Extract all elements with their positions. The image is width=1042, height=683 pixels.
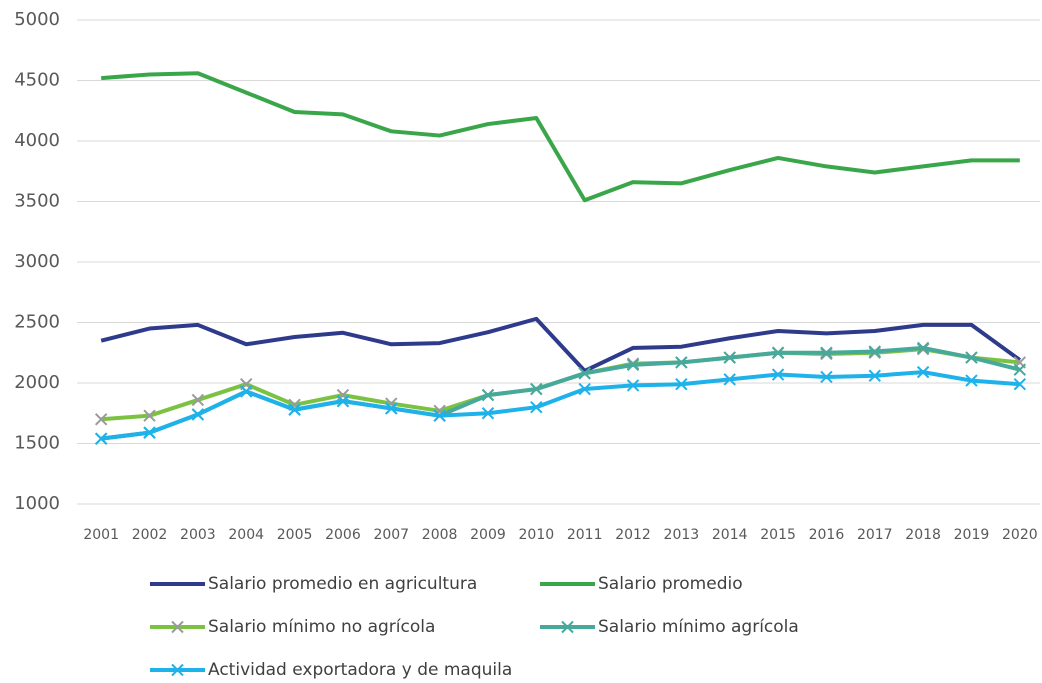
- marker: [820, 370, 833, 384]
- marker: [675, 356, 688, 369]
- marker: [771, 368, 785, 381]
- y-tick-label: 2500: [14, 312, 60, 333]
- x-tick-label: 2008: [422, 527, 458, 543]
- x-tick-label: 2016: [809, 527, 845, 543]
- x-tick-label: 2011: [567, 527, 603, 543]
- marker: [868, 345, 881, 358]
- x-tick-label: 2009: [470, 527, 506, 543]
- y-tick-label: 3000: [14, 251, 60, 272]
- x-tick-label: 2001: [83, 527, 119, 543]
- y-tick-label: 1000: [14, 493, 60, 514]
- x-tick-label: 2010: [519, 527, 555, 543]
- legend-label: Salario promedio: [598, 574, 743, 594]
- marker: [191, 408, 205, 421]
- marker: [626, 358, 640, 372]
- legend-marker: [171, 620, 184, 634]
- y-tick-label: 1500: [14, 433, 60, 454]
- marker: [868, 369, 881, 382]
- marker: [965, 351, 978, 364]
- marker: [820, 346, 833, 359]
- legend-label: Salario mínimo agrícola: [598, 617, 799, 637]
- marker: [530, 382, 543, 396]
- y-tick-label: 3500: [14, 191, 60, 212]
- legend-marker: [171, 663, 184, 677]
- x-tick-label: 2004: [228, 527, 264, 543]
- marker: [578, 367, 591, 380]
- x-tick-label: 2014: [712, 527, 748, 543]
- marker: [288, 403, 301, 416]
- x-tick-label: 2017: [857, 527, 893, 543]
- x-tick-label: 2019: [954, 527, 990, 543]
- y-tick-label: 4000: [14, 130, 60, 151]
- marker: [481, 407, 495, 420]
- x-tick-label: 2013: [664, 527, 700, 543]
- x-tick-label: 2012: [615, 527, 651, 543]
- marker: [336, 394, 350, 408]
- x-tick-label: 2018: [905, 527, 941, 543]
- marker: [143, 426, 156, 439]
- series-line: [101, 347, 1021, 422]
- x-tick-label: 2005: [277, 527, 313, 543]
- marker: [94, 432, 108, 445]
- x-tick-label: 2003: [180, 527, 216, 543]
- marker: [240, 385, 253, 398]
- marker: [1013, 378, 1027, 391]
- legend-label: Actividad exportadora y de maquila: [208, 660, 512, 680]
- marker: [481, 388, 495, 402]
- legend-marker: [561, 620, 574, 634]
- marker: [530, 400, 543, 414]
- y-tick-label: 4500: [14, 70, 60, 91]
- marker: [916, 365, 930, 379]
- series-line: [100, 370, 1020, 441]
- marker: [916, 341, 930, 355]
- marker: [385, 402, 398, 415]
- marker: [433, 409, 446, 422]
- marker: [143, 409, 156, 422]
- x-tick-label: 2020: [1002, 527, 1038, 543]
- marker: [626, 379, 640, 392]
- x-tick-label: 2006: [325, 527, 361, 543]
- legend-label: Salario mínimo no agrícola: [208, 617, 435, 637]
- marker: [675, 378, 688, 391]
- y-tick-label: 5000: [14, 9, 60, 30]
- marker: [94, 413, 108, 426]
- marker: [965, 374, 978, 387]
- legend-label: Salario promedio en agricultura: [208, 574, 477, 594]
- marker: [578, 382, 591, 396]
- x-tick-label: 2002: [132, 527, 168, 543]
- y-tick-label: 2000: [14, 372, 60, 393]
- marker: [723, 373, 736, 386]
- x-tick-label: 2007: [373, 527, 409, 543]
- marker: [771, 346, 785, 359]
- marker: [1013, 363, 1027, 376]
- marker: [191, 393, 205, 407]
- x-tick-label: 2015: [760, 527, 796, 543]
- marker: [723, 351, 736, 364]
- series-line: [100, 316, 1021, 373]
- series-line: [101, 71, 1020, 203]
